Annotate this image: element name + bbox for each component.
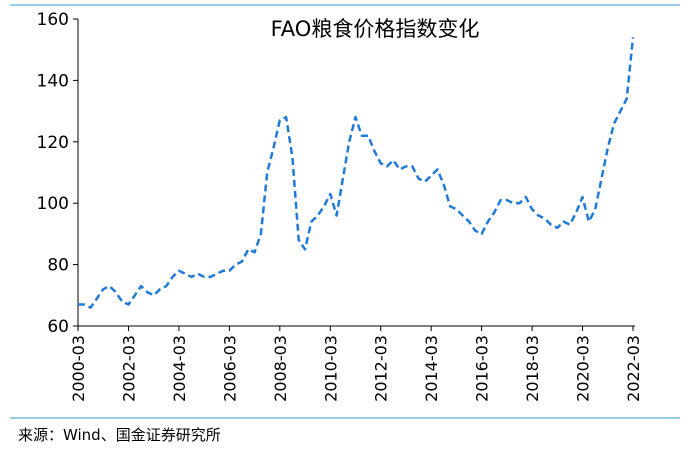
x-tick-label: 2000-03 [69, 335, 88, 402]
y-tick-label: 100 [37, 194, 69, 214]
series-line [78, 37, 635, 309]
y-tick-label: 120 [37, 133, 69, 153]
x-tick-label: 2002-03 [119, 335, 138, 402]
y-tick-label: 60 [47, 317, 69, 337]
x-tick-label: 2020-03 [574, 335, 593, 402]
chart-title: FAO粮食价格指数变化 [271, 17, 480, 41]
y-axis-ticks: 60 80 100 120 140 160 [37, 10, 78, 337]
x-tick-label: 2006-03 [220, 335, 239, 402]
x-tick-label: 2018-03 [523, 335, 542, 402]
y-tick-label: 160 [37, 10, 69, 30]
x-tick-label: 2022-03 [624, 335, 643, 402]
x-tick-label: 2010-03 [321, 335, 340, 402]
x-tick-label: 2016-03 [473, 335, 492, 402]
x-tick-label: 2004-03 [170, 335, 189, 402]
source-note: 来源：Wind、国金证券研究所 [18, 426, 221, 444]
x-tick-label: 2014-03 [422, 335, 441, 402]
y-tick-label: 140 [37, 71, 69, 91]
x-tick-label: 2008-03 [271, 335, 290, 402]
y-tick-label: 80 [47, 256, 69, 276]
x-tick-label: 2012-03 [372, 335, 391, 402]
x-axis-ticks: 2000-03 2002-03 2004-03 2006-03 2008-03 2010-… [69, 326, 643, 402]
